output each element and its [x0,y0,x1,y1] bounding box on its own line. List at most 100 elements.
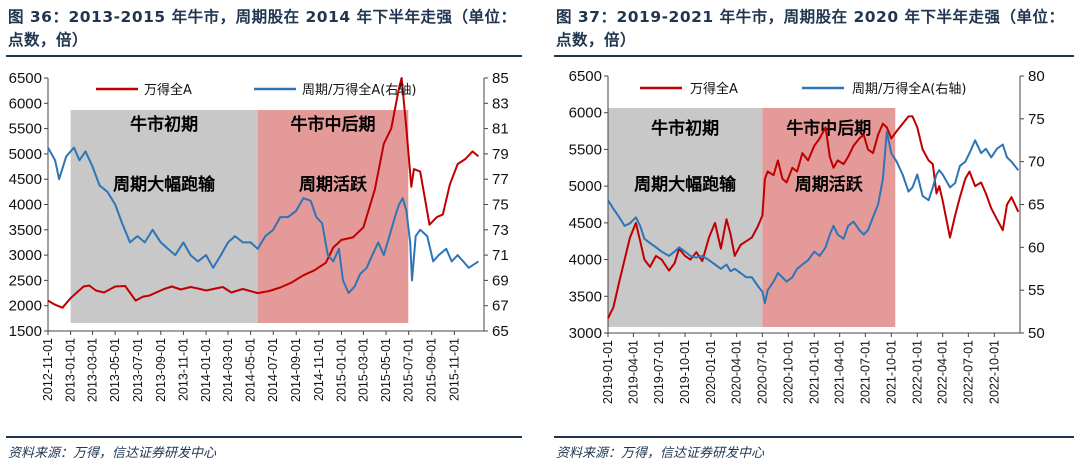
title-rule [6,55,522,57]
y-right-tick-label: 79 [492,146,509,163]
y-left-tick-label: 6500 [569,68,602,85]
y-right-tick-label: 73 [492,222,509,239]
x-tick-label: 2014-09-01 [289,338,303,402]
chart-title: 图 36：2013-2015 年牛市，周期股在 2014 年下半年走强（单位：点… [8,8,517,49]
y-right-tick-label: 77 [492,171,509,188]
y-left-tick-label: 6500 [9,70,42,87]
x-tick-label: 2022-07-01 [961,340,975,404]
x-tick-label: 2019-04-01 [626,340,640,404]
y-right-tick-label: 69 [492,272,509,289]
y-right-tick-label: 67 [492,298,509,315]
shaded-region-grey [608,108,763,327]
x-tick-label: 2019-07-01 [652,340,666,404]
x-tick-label: 2013-01-01 [64,338,78,402]
y-right-tick-label: 75 [492,197,509,214]
y-right-tick-label: 83 [492,95,509,112]
x-tick-label: 2015-09-01 [425,338,439,402]
source-rule [554,436,1074,438]
y-right-tick-label: 55 [1028,282,1045,299]
legend-label: 周期/万得全A(右轴) [852,81,966,97]
x-tick-label: 2021-10-01 [884,340,898,404]
y-left-tick-label: 5000 [569,178,602,195]
x-tick-label: 2019-10-01 [678,340,692,404]
y-right-tick-label: 75 [1028,111,1045,128]
x-tick-label: 2015-05-01 [379,338,393,402]
region-label: 牛市初期 [651,118,719,139]
y-right-tick-label: 70 [1028,154,1045,171]
x-tick-label: 2020-04-01 [730,340,744,404]
y-right-tick-label: 50 [1028,325,1045,342]
y-left-tick-label: 5000 [9,146,42,163]
shaded-region-red [762,108,896,327]
x-tick-label: 2014-01-01 [199,338,213,402]
region-label: 周期大幅跑输 [634,174,737,195]
y-left-tick-label: 3000 [569,325,602,342]
y-left-tick-label: 2000 [9,298,42,315]
title-rule [554,55,1074,57]
x-tick-label: 2012-11-01 [41,338,55,401]
y-left-tick-label: 5500 [569,141,602,158]
x-tick-label: 2013-09-01 [154,338,168,402]
x-tick-label: 2019-01-01 [601,340,615,404]
region-label: 牛市初期 [130,114,198,135]
region-label: 周期活跃 [299,174,368,195]
y-right-tick-label: 71 [492,247,509,264]
chart-panel-right: 图 37：2019-2021 年牛市，周期股在 2020 年下半年走强（单位：点… [548,0,1080,471]
source-note: 资料来源：万得，信达证券研发中心 [8,446,217,461]
y-left-tick-label: 4500 [569,215,602,232]
x-tick-label: 2014-11-01 [312,338,326,401]
y-left-tick-label: 4000 [569,252,602,269]
y-right-tick-label: 81 [492,121,509,138]
x-tick-label: 2014-07-01 [266,338,280,402]
y-right-tick-label: 60 [1028,239,1045,256]
y-left-tick-label: 3500 [569,288,602,305]
y-left-tick-label: 1500 [9,323,42,340]
x-tick-label: 2020-10-01 [781,340,795,404]
x-tick-label: 2021-04-01 [833,340,847,404]
series-line-wind-all-a [47,77,480,309]
legend-label: 万得全A [690,81,738,97]
chart-panel-left: 图 36：2013-2015 年牛市，周期股在 2014 年下半年走强（单位：点… [0,0,530,471]
x-tick-label: 2013-11-01 [176,338,190,401]
source-rule [6,436,522,438]
region-label: 周期活跃 [795,174,864,195]
x-tick-label: 2020-07-01 [755,340,769,404]
y-left-tick-label: 3500 [9,222,42,239]
y-left-tick-label: 3000 [9,247,42,264]
region-label: 牛市中后期 [786,118,871,139]
x-tick-label: 2015-07-01 [402,338,416,402]
x-tick-label: 2013-05-01 [108,338,122,402]
region-label: 周期大幅跑输 [113,174,216,195]
x-tick-label: 2014-03-01 [221,338,235,402]
y-right-tick-label: 80 [1028,68,1045,85]
series-line-cyclical-ratio [47,146,479,295]
y-right-tick-label: 65 [1028,197,1045,214]
series-line-wind-all-a [607,115,1020,319]
x-tick-label: 2014-05-01 [244,338,258,402]
legend-label: 周期/万得全A(右轴) [302,82,416,98]
x-tick-label: 2021-01-01 [807,340,821,404]
x-tick-label: 2022-10-01 [987,340,1001,404]
series-line-cyclical-ratio [607,130,1020,304]
shaded-region-grey [70,110,258,323]
chart-title: 图 37：2019-2021 年牛市，周期股在 2020 年下半年走强（单位：点… [556,8,1065,49]
x-tick-label: 2015-03-01 [356,338,370,402]
y-left-tick-label: 4000 [9,197,42,214]
y-left-tick-label: 4500 [9,171,42,188]
x-tick-label: 2013-07-01 [131,338,145,402]
x-tick-label: 2013-03-01 [86,338,100,402]
x-tick-label: 2022-04-01 [936,340,950,404]
region-label: 牛市中后期 [290,114,375,135]
y-right-tick-label: 65 [492,323,509,340]
y-left-tick-label: 5500 [9,121,42,138]
y-left-tick-label: 6000 [9,95,42,112]
source-note: 资料来源：万得，信达证券研发中心 [556,446,765,461]
x-tick-label: 2020-01-01 [704,340,718,404]
x-tick-label: 2015-01-01 [335,338,349,402]
x-tick-label: 2021-07-01 [858,340,872,404]
y-left-tick-label: 2500 [9,272,42,289]
y-right-tick-label: 85 [492,70,509,87]
x-tick-label: 2015-11-01 [447,338,461,401]
